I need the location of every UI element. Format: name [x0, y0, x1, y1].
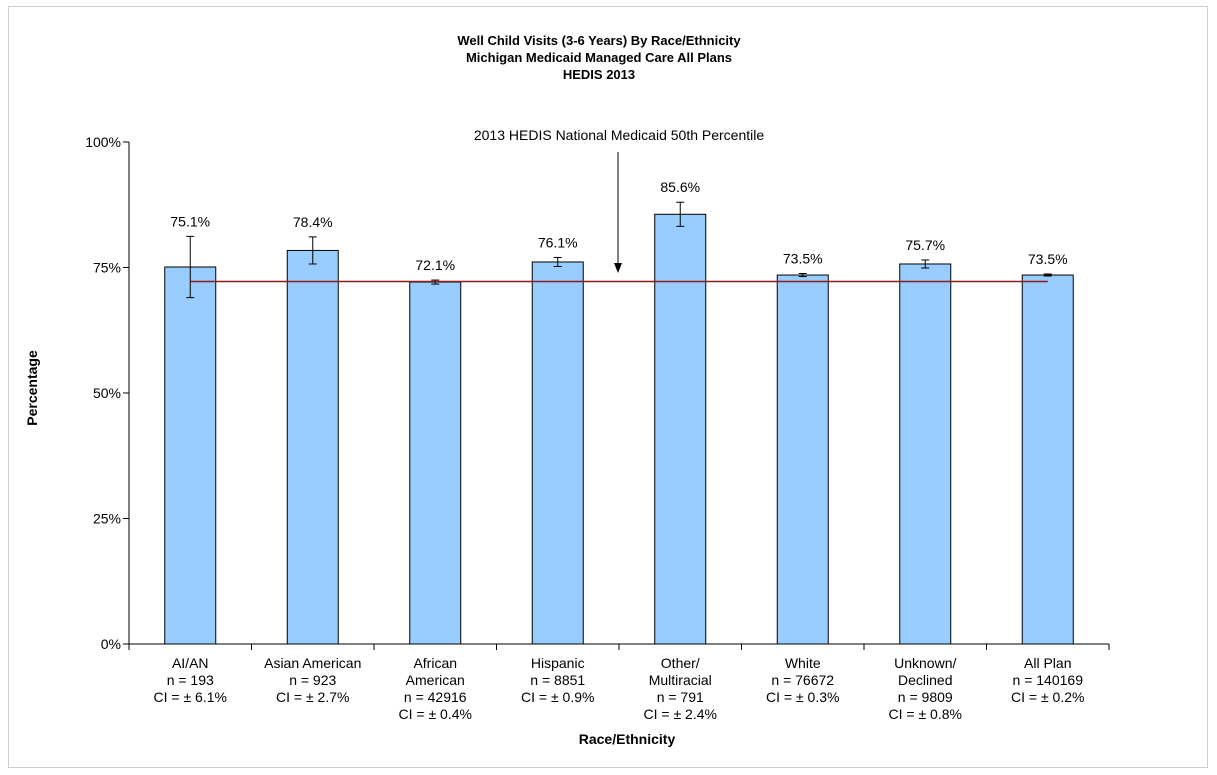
y-tick-label: 50% — [93, 385, 121, 401]
data-label: 75.1% — [170, 213, 210, 229]
data-label: 72.1% — [415, 257, 455, 273]
x-category-label: AI/AN n = 193 CI = ± 6.1% — [154, 655, 227, 705]
x-category-label: All Plan n = 140169 CI = ± 0.2% — [1011, 655, 1084, 705]
bar — [899, 263, 952, 645]
x-axis-categories: AI/AN n = 193 CI = ± 6.1% Asian American n =… — [154, 655, 1085, 722]
data-label: 75.7% — [905, 237, 945, 253]
chart-title: Well Child Visits (3-6 Years) By Race/Et… — [457, 33, 741, 48]
x-axis-title: Race/Ethnicity — [579, 731, 676, 747]
y-tick-label: 25% — [93, 511, 121, 527]
error-bar — [553, 256, 562, 267]
y-tick-label: 100% — [85, 134, 121, 150]
reference-line-group: 2013 HEDIS National Medicaid 50th Percen… — [190, 127, 1048, 283]
bar — [409, 281, 462, 645]
error-bar — [308, 236, 317, 265]
bar — [164, 266, 217, 645]
chart-subtitle-line-2: HEDIS 2013 — [563, 67, 635, 82]
reference-line-label: 2013 HEDIS National Medicaid 50th Percen… — [474, 127, 764, 143]
bar — [1021, 274, 1074, 645]
error-bar — [676, 201, 685, 227]
data-label: 76.1% — [538, 234, 578, 250]
x-category-label: Other/Multiracial n = 791 CI = ± 2.4% — [644, 655, 717, 722]
y-tick-label: 75% — [93, 260, 121, 276]
bar-chart: Well Child Visits (3-6 Years) By Race/Et… — [24, 33, 1110, 747]
bar — [286, 249, 339, 645]
chart-titles: Well Child Visits (3-6 Years) By Race/Et… — [457, 33, 741, 82]
error-bar — [921, 259, 930, 269]
x-category-label: Hispanic n = 8851 CI = ± 0.9% — [521, 655, 594, 705]
chart-frame: Well Child Visits (3-6 Years) By Race/Et… — [8, 6, 1208, 768]
y-tick-label: 0% — [101, 636, 121, 652]
chart-subtitle-line-1: Michigan Medicaid Managed Care All Plans — [466, 50, 732, 65]
x-category-label: White n = 76672 CI = ± 0.3% — [766, 655, 839, 705]
data-label: 78.4% — [293, 214, 333, 230]
reference-arrow — [614, 152, 622, 273]
data-label: 85.6% — [660, 179, 700, 195]
data-labels: 75.1% 78.4% 72.1% 76.1% 85.6% 73.5% 75.7% 73.5% — [170, 179, 1067, 273]
bar — [531, 261, 584, 645]
y-axis-title: Percentage — [24, 350, 40, 426]
error-bar — [186, 235, 195, 299]
error-bar — [798, 273, 807, 278]
data-label: 73.5% — [783, 251, 823, 267]
bars — [164, 213, 1074, 645]
x-category-label: Asian American n = 923 CI = ± 2.7% — [264, 655, 361, 705]
error-bars — [186, 201, 1052, 299]
y-axis: 0% 25% 50% 75% 100% — [85, 134, 1110, 652]
data-label: 73.5% — [1028, 251, 1068, 267]
x-category-label: African American n = 42916 CI = ± 0.4% — [399, 655, 472, 722]
error-bar — [1043, 273, 1052, 277]
x-category-label: Unknown/Declined n = 9809 CI = ± 0.8% — [889, 655, 962, 722]
bar — [776, 274, 829, 645]
bar — [654, 213, 707, 645]
